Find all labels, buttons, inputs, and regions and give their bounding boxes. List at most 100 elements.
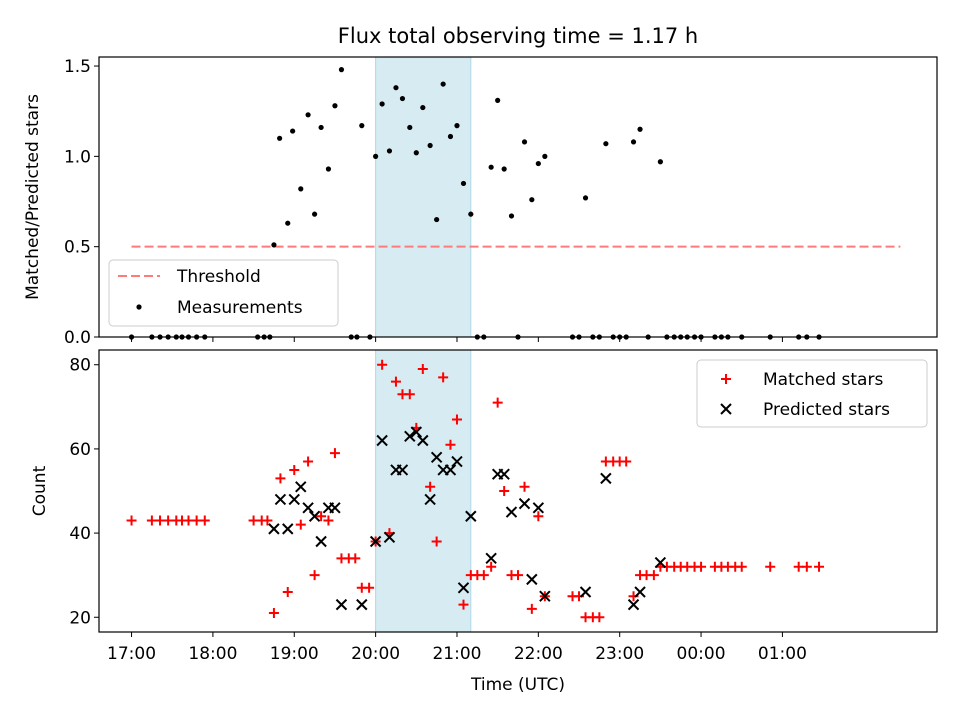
matched-star-point [364, 582, 375, 593]
axes-frame [98, 56, 938, 338]
measurement-point [386, 148, 393, 154]
measurement-point [285, 220, 291, 226]
matched-star-point [329, 448, 340, 459]
x-tick-label: 21:00 [432, 644, 481, 664]
predicted-star-point [329, 502, 341, 514]
matched-star-point [621, 456, 632, 467]
matched-star-point [390, 376, 401, 387]
predicted-star-point [579, 586, 592, 598]
matched-star-point [275, 473, 286, 484]
x-axis-label: Time (UTC) [470, 675, 565, 695]
matched-star-point [451, 414, 462, 425]
predicted-star-point [505, 506, 518, 518]
predicted-star-point [308, 510, 321, 522]
x-tick-label: 17:00 [107, 644, 156, 664]
predicted-star-point [532, 502, 545, 514]
predicted-star-point [417, 434, 429, 447]
y-axis-label: Matched/Predicted stars [23, 94, 43, 300]
measurement-point [521, 139, 528, 145]
measurement-point [434, 216, 440, 223]
measurement-point [582, 195, 589, 201]
measurement-point [399, 95, 406, 102]
predicted-star-point [634, 586, 646, 598]
y-tick-label: 1.0 [64, 147, 91, 167]
measurement-point [277, 135, 283, 141]
matched-star-point [801, 561, 812, 572]
matched-star-point [594, 612, 605, 623]
x-tick-label: 22:00 [514, 644, 563, 664]
matched-star-point [431, 536, 442, 547]
measurement-point [460, 180, 467, 187]
measurement-point [495, 97, 501, 103]
y-axis-label: Count [30, 465, 50, 516]
measurement-point [488, 164, 494, 170]
bottom-panel: 20 40 60 80 17:00 18:00 19:00 20:00 21:00 22:00 23… [30, 349, 938, 695]
observing-interval-band [375, 56, 472, 338]
chart-title: Flux total observing time = 1.17 h [338, 24, 698, 48]
matched-star-point [648, 570, 659, 581]
matched-star-point [478, 570, 489, 581]
measurement-point [290, 128, 296, 134]
matched-star-point [282, 587, 293, 598]
measurement-point [440, 81, 446, 87]
measurement-point [325, 166, 332, 172]
matched-star-point [289, 464, 300, 475]
matched-star-point [526, 603, 537, 614]
y-tick-label: 40 [69, 524, 91, 544]
matched-star-point [519, 481, 530, 492]
measurement-point [413, 150, 419, 156]
predicted-star-point [376, 434, 388, 447]
matched-star-point [814, 561, 825, 572]
x-tick-label: 18:00 [188, 644, 237, 664]
measurement-point [468, 211, 474, 217]
legend-matched-label: Matched stars [763, 370, 883, 390]
predicted-star-point [315, 535, 327, 548]
predicted-star-point [430, 451, 443, 464]
measurement-point [454, 123, 460, 129]
matched-star-point [696, 561, 707, 572]
measurement-point [359, 123, 365, 129]
matched-star-point [438, 372, 449, 383]
axes-frame [98, 349, 938, 633]
measurement-point [332, 103, 338, 109]
x-tick-label: 01:00 [758, 644, 807, 664]
predicted-star-point [654, 556, 667, 569]
matched-star-point [377, 359, 388, 370]
measurement-point [338, 67, 345, 73]
predicted-star-point [383, 531, 396, 544]
legend-measurements-label: Measurements [177, 298, 303, 318]
predicted-star-point [295, 481, 307, 493]
predicted-star-point [356, 598, 368, 611]
legend-measurements-swatch [136, 304, 142, 310]
matched-star-point [445, 439, 456, 450]
matched-star-point [303, 456, 314, 467]
y-tick-label: 20 [69, 608, 91, 628]
predicted-star-point [627, 598, 640, 611]
measurement-point [542, 153, 548, 159]
matched-star-point [323, 515, 334, 526]
predicted-star-point [288, 493, 300, 506]
measurement-point [630, 139, 637, 145]
matched-star-point [736, 561, 747, 572]
matched-star-point [295, 519, 306, 530]
predicted-star-point [404, 430, 416, 442]
predicted-star-point [451, 455, 463, 468]
measurement-point [657, 159, 663, 165]
matched-star-point [417, 363, 428, 374]
matched-star-point [425, 481, 436, 492]
legend-box [696, 359, 928, 428]
matched-star-point [199, 515, 210, 526]
predicted-star-point [518, 497, 531, 510]
predicted-star-point [282, 523, 294, 535]
matched-star-point [316, 511, 327, 522]
legend-box [108, 259, 339, 327]
matched-star-point [458, 599, 469, 610]
matched-star-point [268, 608, 279, 619]
matched-star-point [499, 486, 510, 496]
legend: Matched stars Predicted stars [696, 359, 928, 428]
matched-star-point [492, 397, 503, 408]
matched-star-point [486, 561, 497, 572]
y-tick-label: 60 [69, 440, 91, 460]
measurement-point [535, 160, 541, 167]
